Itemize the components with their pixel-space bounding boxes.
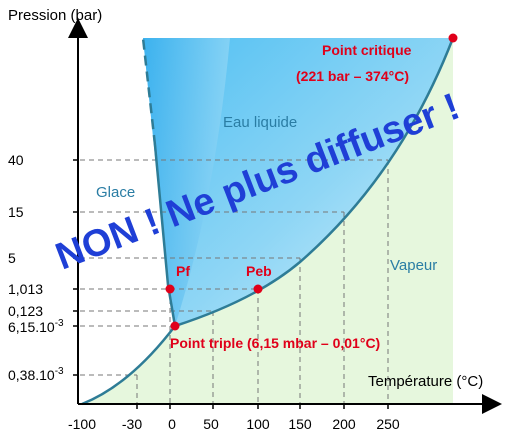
x-axis-title: Température (°C): [368, 373, 483, 390]
ice-label: Glace: [96, 184, 135, 201]
x-tick-label: 250: [376, 416, 400, 432]
liquid-region-shade: [143, 38, 230, 326]
critical-point-marker: [448, 33, 458, 43]
y-tick-mantissa: 0,38.10: [8, 367, 55, 383]
axis-tick-marks: [73, 159, 389, 409]
x-tick-label: 200: [332, 416, 356, 432]
sublimation-curve: [81, 325, 176, 406]
x-tick-label: 100: [246, 416, 270, 432]
liquid-label: Eau liquide: [223, 114, 297, 131]
y-tick-exponent: -3: [55, 318, 64, 329]
boiling-point-label: Peb: [246, 263, 272, 279]
y-tick-label: 0,123: [8, 303, 43, 319]
x-tick-label: -30: [122, 416, 142, 432]
triple-point-label: Point triple (6,15 mbar – 0,01°C): [170, 335, 380, 351]
y-tick-label: 6,15.10-3: [8, 318, 64, 335]
y-tick-label: 40: [8, 152, 24, 168]
boiling-point-marker: [253, 284, 263, 294]
fusion-curve-dashed: [141, 37, 157, 146]
critical-point-title: Point critique: [322, 42, 412, 58]
y-axis-title: Pression (bar): [8, 7, 102, 24]
vapor-label: Vapeur: [390, 257, 437, 274]
vaporization-curve: [174, 37, 455, 328]
critical-point-detail: (221 bar – 374°C): [296, 68, 409, 84]
x-tick-label: 50: [203, 416, 219, 432]
x-tick-label: 0: [168, 416, 176, 432]
y-tick-label: 0,38.10-3: [8, 366, 64, 383]
guide-lines: [80, 159, 389, 404]
triple-point-marker: [170, 321, 180, 331]
x-tick-label: -100: [68, 416, 96, 432]
y-tick-label: 15: [8, 204, 24, 220]
melting-point-label: Pf: [176, 263, 190, 279]
x-tick-label: 150: [288, 416, 312, 432]
y-tick-label: 1,013: [8, 281, 43, 297]
y-tick-exponent: -3: [55, 366, 64, 377]
vapor-region: [82, 38, 453, 404]
y-tick-mantissa: 6,15.10: [8, 319, 55, 335]
melting-point-marker: [165, 284, 175, 294]
y-tick-label: 5: [8, 250, 16, 266]
